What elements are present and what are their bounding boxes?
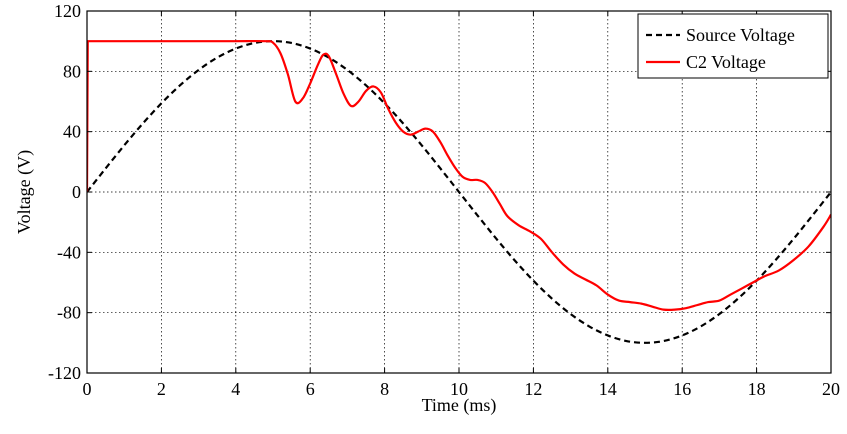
y-tick-label: -40 [57,242,81,262]
y-axis-label: Voltage (V) [14,150,35,234]
tick-labels: 0 2 4 6 8 10 12 14 16 18 20 -120 -80 -40 0 40 80 120 [48,1,840,399]
x-tick-label: 6 [306,379,315,399]
series-layer [87,39,831,344]
x-tick-label: 8 [380,379,389,399]
x-tick-label: 16 [673,379,691,399]
series-line-c2-voltage [87,39,831,312]
legend-box [637,13,829,79]
x-tick-label: 0 [83,379,92,399]
y-tick-label: 0 [72,182,81,202]
x-tick-label: 10 [450,379,468,399]
legend: Source Voltage C2 Voltage [637,13,829,79]
y-tick-label: -120 [48,363,81,383]
x-tick-label: 18 [748,379,766,399]
x-tick-label: 4 [231,379,240,399]
legend-label-c2-voltage: C2 Voltage [686,52,766,72]
y-tick-label: 120 [54,1,81,21]
y-tick-label: 40 [63,122,81,142]
x-axis-label: Time (ms) [422,395,497,416]
legend-label-source-voltage: Source Voltage [686,25,795,45]
series-line-source-voltage [87,40,831,344]
x-tick-label: 20 [822,379,840,399]
y-tick-label: -80 [57,303,81,323]
x-tick-label: 2 [157,379,166,399]
x-tick-label: 14 [599,379,617,399]
y-tick-label: 80 [63,61,81,81]
x-tick-label: 12 [524,379,542,399]
